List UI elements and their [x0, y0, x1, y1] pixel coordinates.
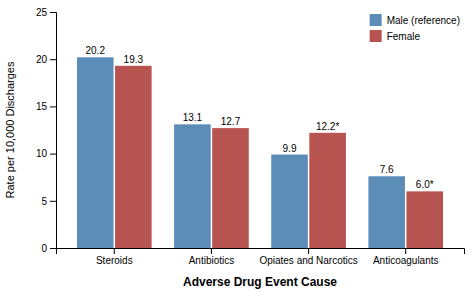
bar: [309, 133, 346, 248]
legend-label: Male (reference): [387, 15, 460, 26]
x-axis-title: Adverse Drug Event Cause: [183, 275, 337, 289]
data-label: 9.9: [283, 143, 297, 154]
x-axis: Steroids Antibiotics Opiates and Narcotics…: [57, 248, 465, 266]
axis-line: [57, 249, 465, 255]
tick: Steroids: [96, 248, 133, 266]
bar: [115, 66, 152, 248]
tick-mark: [211, 248, 212, 254]
tick-mark: [308, 248, 309, 254]
tick: 15: [36, 101, 56, 112]
tick-label: 10: [36, 148, 48, 159]
tick: 10: [36, 148, 56, 159]
legend: Male (reference) Female: [370, 14, 460, 42]
tick: 5: [41, 196, 56, 207]
data-label: 13.1: [183, 112, 203, 123]
legend-swatch: [370, 30, 382, 42]
tick-label: Steroids: [96, 255, 133, 266]
series: [115, 66, 443, 248]
legend-swatch: [370, 14, 382, 26]
tick-label: 0: [41, 243, 47, 254]
tick-label: 5: [41, 196, 47, 207]
tick: 0: [41, 243, 56, 254]
tick-mark: [50, 12, 56, 13]
tick-label: 15: [36, 101, 48, 112]
tick-label: Anticoagulants: [373, 255, 439, 266]
bars: [77, 57, 443, 248]
data-label: 19.3: [124, 54, 144, 65]
data-label: 12.2*: [316, 121, 339, 132]
tick-mark: [114, 248, 115, 254]
tick-mark: [50, 154, 56, 155]
axis-line: [50, 13, 57, 249]
chart: 20.2 13.1 9.9 7.6 19.3 12.7 12.2* 6.0* 0 5 10 15 20 2…: [0, 0, 474, 296]
tick-mark: [50, 106, 56, 107]
data-label: 12.7: [221, 116, 241, 127]
data-label: 7.6: [380, 164, 394, 175]
legend-item: Male (reference): [370, 14, 460, 26]
bar: [271, 155, 308, 248]
y-axis-title: Rate per 10,000 Discharges: [4, 61, 16, 198]
tick-label: 25: [36, 7, 48, 18]
tick-mark: [405, 248, 406, 254]
tick-mark: [50, 248, 56, 249]
bar: [212, 128, 249, 248]
data-label: 20.2: [86, 45, 106, 56]
tick: Opiates and Narcotics: [259, 248, 357, 266]
tick-label: Opiates and Narcotics: [259, 255, 357, 266]
series: [77, 57, 405, 248]
tick: 25: [36, 7, 56, 18]
legend-item: Female: [370, 30, 421, 42]
y-axis: 0 5 10 15 20 25: [36, 7, 57, 254]
bar: [406, 191, 443, 248]
legend-label: Female: [387, 31, 421, 42]
tick-label: Antibiotics: [189, 255, 235, 266]
data-label: 6.0*: [416, 179, 434, 190]
bar: [77, 57, 114, 248]
tick: 20: [36, 54, 56, 65]
tick: Antibiotics: [189, 248, 235, 266]
tick-mark: [50, 201, 56, 202]
data-labels: 20.2 13.1 9.9 7.6 19.3 12.7 12.2* 6.0*: [86, 45, 434, 190]
bar: [368, 176, 405, 248]
bar: [174, 124, 211, 248]
plot: 20.2 13.1 9.9 7.6 19.3 12.7 12.2* 6.0* 0 5 10 15 20 2…: [36, 7, 465, 266]
tick-mark: [50, 59, 56, 60]
tick-label: 20: [36, 54, 48, 65]
tick: Anticoagulants: [373, 248, 439, 266]
